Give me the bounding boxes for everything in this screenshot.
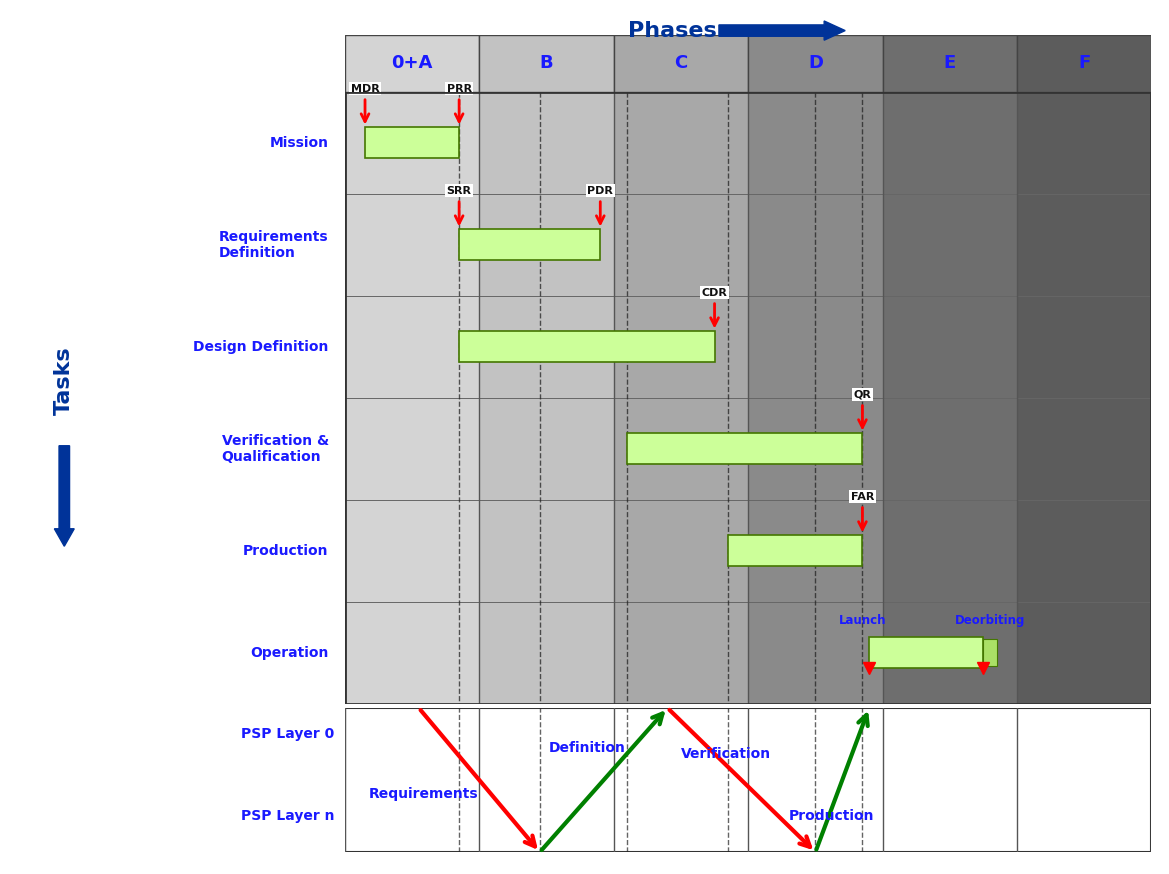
Bar	[479, 92, 614, 704]
Text: PSP Layer n: PSP Layer n	[241, 809, 334, 823]
Bar	[345, 35, 479, 92]
Bar	[1017, 35, 1151, 92]
Text: SRR: SRR	[447, 186, 471, 196]
Bar	[365, 128, 459, 158]
Text: Requirements: Requirements	[369, 787, 478, 801]
Bar	[614, 35, 748, 92]
Text: FAR: FAR	[851, 492, 874, 502]
Bar	[869, 637, 983, 668]
Text: B: B	[540, 54, 553, 73]
Bar	[728, 535, 863, 565]
Text: E: E	[943, 54, 956, 73]
Bar	[627, 434, 863, 464]
Text: PDR: PDR	[587, 186, 614, 196]
Bar	[983, 639, 997, 666]
Bar	[883, 92, 1017, 704]
Text: Deorbiting: Deorbiting	[955, 614, 1025, 627]
Bar	[345, 92, 479, 704]
Text: Verification: Verification	[680, 747, 772, 761]
Text: Operation: Operation	[250, 646, 328, 660]
Text: Definition: Definition	[549, 741, 627, 755]
Text: Requirements
Definition: Requirements Definition	[219, 230, 328, 260]
Text: Tasks: Tasks	[54, 346, 75, 414]
Text: Launch: Launch	[838, 614, 886, 627]
Bar	[1017, 92, 1151, 704]
Bar	[883, 35, 1017, 92]
Text: Design Definition: Design Definition	[193, 340, 328, 354]
Text: PRR: PRR	[447, 84, 471, 94]
Text: MDR: MDR	[351, 84, 380, 94]
Text: CDR: CDR	[701, 288, 727, 298]
Bar	[748, 35, 883, 92]
Bar	[459, 331, 714, 362]
Bar	[459, 229, 601, 260]
Text: C: C	[675, 54, 687, 73]
Text: Production: Production	[243, 544, 328, 558]
Text: Verification &
Qualification: Verification & Qualification	[222, 434, 328, 464]
Bar	[479, 35, 614, 92]
Text: F: F	[1078, 54, 1091, 73]
Text: Mission: Mission	[270, 135, 328, 149]
Text: 0+A: 0+A	[392, 54, 433, 73]
Text: QR: QR	[853, 390, 871, 399]
Bar	[748, 92, 883, 704]
Text: PSP Layer 0: PSP Layer 0	[241, 727, 334, 741]
Bar	[614, 92, 748, 704]
Text: Production: Production	[788, 809, 874, 823]
Text: Phases: Phases	[628, 21, 717, 40]
Text: D: D	[808, 54, 823, 73]
